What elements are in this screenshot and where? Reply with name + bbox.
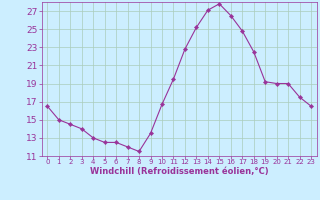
X-axis label: Windchill (Refroidissement éolien,°C): Windchill (Refroidissement éolien,°C) [90,167,268,176]
